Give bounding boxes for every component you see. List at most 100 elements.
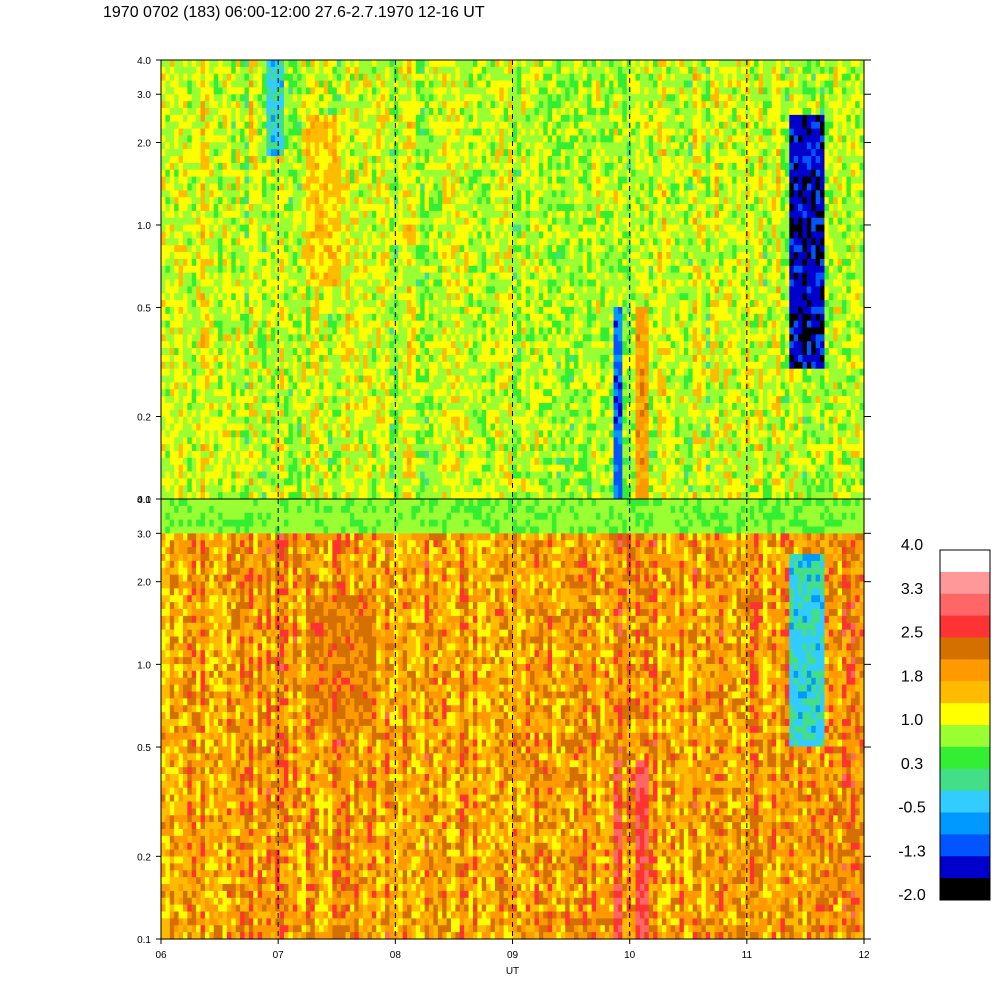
heatmap-cell xyxy=(288,87,293,94)
heatmap-cell xyxy=(174,74,179,81)
heatmap-cell xyxy=(354,225,359,232)
heatmap-cell xyxy=(455,170,460,177)
heatmap-cell xyxy=(315,190,320,197)
heatmap-cell xyxy=(372,485,377,492)
heatmap-cell xyxy=(214,101,219,108)
heatmap-cell xyxy=(324,444,329,451)
heatmap-cell xyxy=(464,300,469,307)
heatmap-cell xyxy=(266,396,271,403)
heatmap-cell xyxy=(341,135,346,142)
heatmap-cell xyxy=(398,87,403,94)
heatmap-cell xyxy=(469,183,474,190)
heatmap-cell xyxy=(209,424,214,431)
heatmap-cell xyxy=(359,135,364,142)
heatmap-cell xyxy=(473,328,478,335)
heatmap-cell xyxy=(165,177,170,184)
heatmap-cell xyxy=(201,211,206,218)
heatmap-cell xyxy=(495,472,500,479)
heatmap-cell xyxy=(332,156,337,163)
heatmap-cell xyxy=(183,170,188,177)
heatmap-cell xyxy=(346,74,351,81)
heatmap-cell xyxy=(425,115,430,122)
heatmap-cell xyxy=(346,67,351,74)
heatmap-cell xyxy=(315,444,320,451)
heatmap-cell xyxy=(205,451,210,458)
heatmap-cell xyxy=(271,149,276,156)
heatmap-cell xyxy=(381,149,386,156)
heatmap-cell xyxy=(447,81,452,88)
heatmap-cell xyxy=(324,163,329,170)
heatmap-cell xyxy=(376,67,381,74)
heatmap-cell xyxy=(451,163,456,170)
heatmap-cell xyxy=(350,437,355,444)
heatmap-cell xyxy=(354,101,359,108)
heatmap-cell xyxy=(319,259,324,266)
heatmap-cell xyxy=(359,252,364,259)
heatmap-cell xyxy=(491,87,496,94)
heatmap-cell xyxy=(337,314,342,321)
heatmap-cell xyxy=(363,266,368,273)
heatmap-cell xyxy=(420,238,425,245)
heatmap-cell xyxy=(218,231,223,238)
heatmap-cell xyxy=(192,492,197,499)
heatmap-cell xyxy=(394,190,399,197)
heatmap-cell xyxy=(429,458,434,465)
heatmap-cell xyxy=(196,424,201,431)
heatmap-cell xyxy=(284,444,289,451)
heatmap-cell xyxy=(315,437,320,444)
heatmap-cell xyxy=(328,218,333,225)
heatmap-cell xyxy=(425,328,430,335)
heatmap-cell xyxy=(280,417,285,424)
heatmap-cell xyxy=(174,156,179,163)
heatmap-cell xyxy=(433,389,438,396)
heatmap-cell xyxy=(319,389,324,396)
heatmap-cell xyxy=(288,451,293,458)
heatmap-cell xyxy=(179,163,184,170)
heatmap-cell xyxy=(433,437,438,444)
heatmap-cell xyxy=(288,211,293,218)
heatmap-cell xyxy=(486,478,491,485)
heatmap-cell xyxy=(293,87,298,94)
heatmap-cell xyxy=(324,149,329,156)
heatmap-cell xyxy=(262,293,267,300)
heatmap-cell xyxy=(223,94,228,101)
heatmap-cell xyxy=(192,94,197,101)
heatmap-cell xyxy=(297,67,302,74)
heatmap-cell xyxy=(319,177,324,184)
heatmap-cell xyxy=(368,259,373,266)
heatmap-cell xyxy=(385,129,390,136)
heatmap-cell xyxy=(280,444,285,451)
heatmap-cell xyxy=(179,170,184,177)
heatmap-cell xyxy=(332,389,337,396)
heatmap-cell xyxy=(407,231,412,238)
heatmap-cell xyxy=(337,382,342,389)
heatmap-cell xyxy=(201,362,206,369)
heatmap-cell xyxy=(297,300,302,307)
heatmap-cell xyxy=(165,129,170,136)
heatmap-cell xyxy=(165,225,170,232)
heatmap-cell xyxy=(438,231,443,238)
heatmap-cell xyxy=(411,396,416,403)
heatmap-cell xyxy=(231,245,236,252)
heatmap-cell xyxy=(433,451,438,458)
heatmap-cell xyxy=(249,94,254,101)
heatmap-cell xyxy=(394,163,399,170)
heatmap-cell xyxy=(464,87,469,94)
heatmap-cell xyxy=(469,444,474,451)
heatmap-cell xyxy=(187,135,192,142)
heatmap-cell xyxy=(209,437,214,444)
heatmap-cell xyxy=(192,238,197,245)
heatmap-cell xyxy=(486,245,491,252)
heatmap-cell xyxy=(368,238,373,245)
heatmap-cell xyxy=(455,430,460,437)
heatmap-cell xyxy=(183,122,188,129)
heatmap-cell xyxy=(266,177,271,184)
heatmap-cell xyxy=(271,273,276,280)
heatmap-cell xyxy=(442,328,447,335)
heatmap-cell xyxy=(482,266,487,273)
heatmap-cell xyxy=(174,183,179,190)
heatmap-cell xyxy=(324,396,329,403)
heatmap-cell xyxy=(359,266,364,273)
heatmap-cell xyxy=(249,156,254,163)
heatmap-cell xyxy=(389,149,394,156)
